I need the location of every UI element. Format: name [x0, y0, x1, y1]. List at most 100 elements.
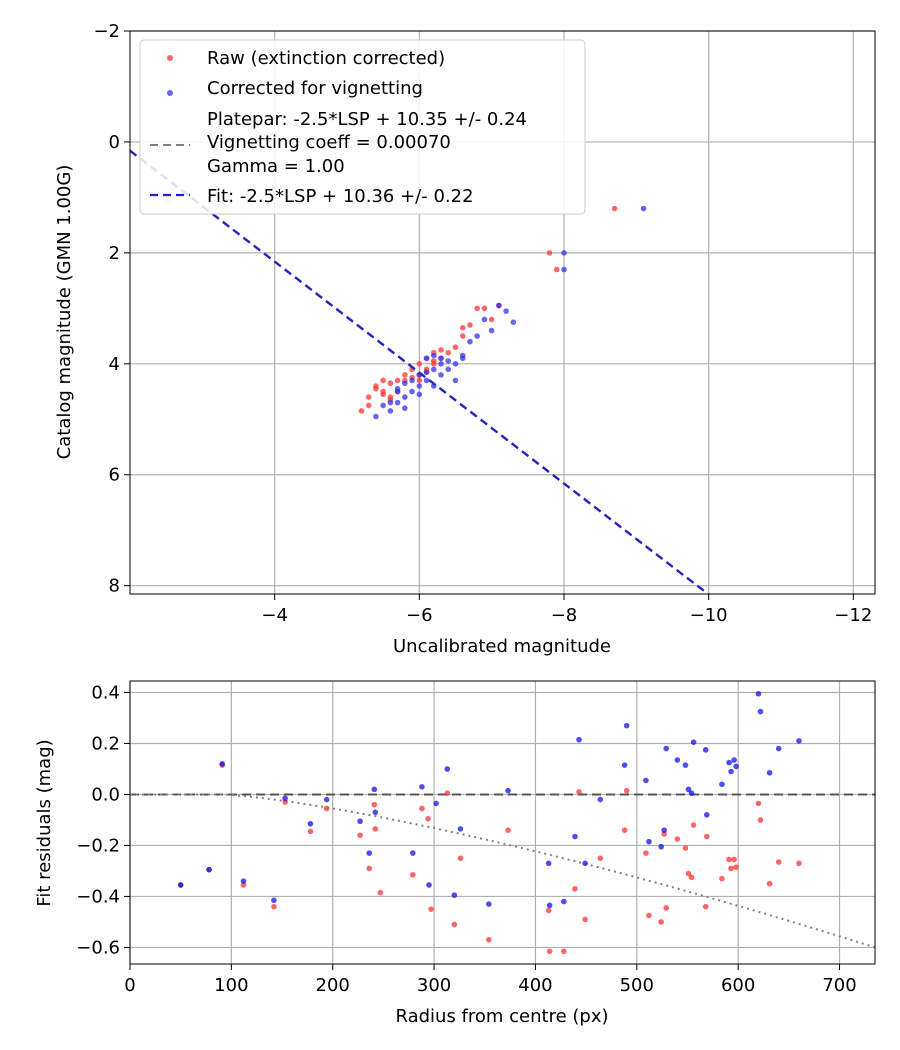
raw-residual-point: [646, 912, 652, 919]
corrected-residual-point: [726, 759, 732, 766]
raw-point: [488, 316, 495, 323]
y-tick-label: 4: [109, 354, 120, 375]
y-tick-label: 0.2: [91, 733, 120, 754]
raw-residual-point: [796, 860, 802, 867]
corrected-residual-point: [451, 892, 458, 898]
raw-point: [380, 377, 386, 384]
raw-residual-point: [766, 880, 773, 887]
corrected-point: [430, 352, 437, 359]
legend-raw-label: Raw (extinction corrected): [207, 48, 445, 69]
corrected-residual-point: [576, 736, 582, 743]
raw-residual-point: [731, 856, 737, 863]
raw-point: [467, 322, 473, 328]
bottom-x-ticks: 0 100 200 300 400 500 600 700: [124, 964, 857, 996]
corrected-residual-point: [731, 757, 737, 763]
bottom-y-axis-label: Fit residuals (mag): [34, 739, 55, 906]
corrected-residual-point: [685, 786, 692, 793]
corrected-point: [488, 327, 495, 334]
raw-residual-point: [451, 921, 458, 928]
corrected-point: [380, 402, 386, 409]
corrected-residual-point: [206, 866, 212, 873]
raw-point: [445, 349, 452, 356]
corrected-residual-point: [444, 766, 451, 772]
x-tick-label: −8: [551, 605, 578, 626]
corrected-residual-point: [663, 745, 669, 752]
corrected-residual-point: [702, 747, 709, 753]
raw-residual-point: [728, 865, 734, 872]
corrected-residual-point: [240, 878, 247, 884]
bottom-plot-frame: [129, 680, 876, 965]
corrected-residual-point: [658, 843, 664, 850]
legend-box: [139, 39, 586, 215]
raw-residual-point: [307, 828, 314, 835]
corrected-point: [459, 352, 466, 359]
raw-residual-point: [733, 864, 739, 870]
corrected-point: [416, 383, 423, 389]
corrected-point: [387, 408, 394, 414]
raw-point: [459, 324, 466, 331]
corrected-residual-point: [728, 768, 734, 775]
corrected-point: [402, 394, 408, 400]
corrected-point: [452, 361, 459, 367]
x-tick-label: 600: [721, 975, 755, 996]
raw-point: [416, 377, 423, 384]
raw-residual-point: [372, 826, 379, 832]
top-legend: Raw (extinction corrected) Corrected for…: [139, 39, 586, 215]
corrected-residual-point: [597, 796, 604, 803]
raw-residual-point: [597, 855, 604, 861]
top-y-ticks: −2 0 2 4 6 8: [93, 21, 130, 597]
corrected-residual-point: [366, 850, 373, 856]
raw-point: [553, 266, 560, 273]
corrected-point: [445, 358, 452, 364]
corrected-point: [423, 355, 430, 362]
corrected-residual-point: [674, 757, 681, 763]
corrected-residual-point: [323, 796, 330, 803]
raw-point: [474, 305, 480, 312]
raw-point: [546, 250, 553, 256]
raw-point: [394, 377, 401, 384]
corrected-point: [423, 377, 430, 384]
corrected-residual-point: [775, 745, 782, 752]
raw-point: [611, 205, 618, 212]
bottom-scatter-points: [177, 690, 802, 955]
raw-residual-point: [444, 790, 451, 796]
fit-line: [130, 149, 710, 594]
raw-residual-point: [419, 805, 425, 812]
y-tick-label: −0.4: [76, 886, 120, 907]
y-tick-label: 2: [109, 243, 120, 264]
raw-residual-point: [685, 870, 692, 877]
corrected-residual-point: [690, 739, 697, 745]
corrected-residual-point: [219, 761, 226, 767]
corrected-point: [416, 391, 423, 398]
corrected-point: [373, 413, 379, 420]
corrected-residual-point: [796, 738, 802, 744]
x-tick-label: −6: [406, 605, 433, 626]
corrected-residual-point: [457, 826, 464, 832]
corrected-point: [423, 369, 430, 375]
vignetting-curve: [130, 793, 875, 949]
corrected-point: [402, 380, 408, 387]
corrected-point: [394, 385, 401, 392]
raw-point: [481, 305, 488, 312]
top-x-axis-label: Uncalibrated magnitude: [393, 636, 611, 657]
corrected-point: [430, 366, 437, 373]
raw-residual-point: [425, 815, 431, 822]
corrected-residual-point: [623, 722, 630, 729]
raw-point: [402, 372, 408, 378]
bottom-x-axis-label: Radius from centre (px): [395, 1006, 608, 1027]
raw-residual-point: [546, 948, 553, 955]
corrected-residual-point: [505, 787, 511, 794]
y-tick-label: −2: [93, 21, 120, 42]
corrected-point: [438, 361, 444, 367]
raw-residual-point: [457, 855, 464, 861]
raw-point: [438, 347, 444, 353]
corrected-residual-point: [561, 898, 567, 905]
raw-residual-point: [271, 903, 277, 910]
raw-residual-point: [688, 874, 695, 881]
raw-residual-point: [409, 871, 416, 878]
bottom-grid: [129, 681, 875, 964]
corrected-residual-point: [582, 860, 588, 867]
y-tick-label: −0.2: [76, 835, 120, 856]
corrected-point: [496, 302, 502, 309]
corrected-point: [474, 333, 480, 339]
